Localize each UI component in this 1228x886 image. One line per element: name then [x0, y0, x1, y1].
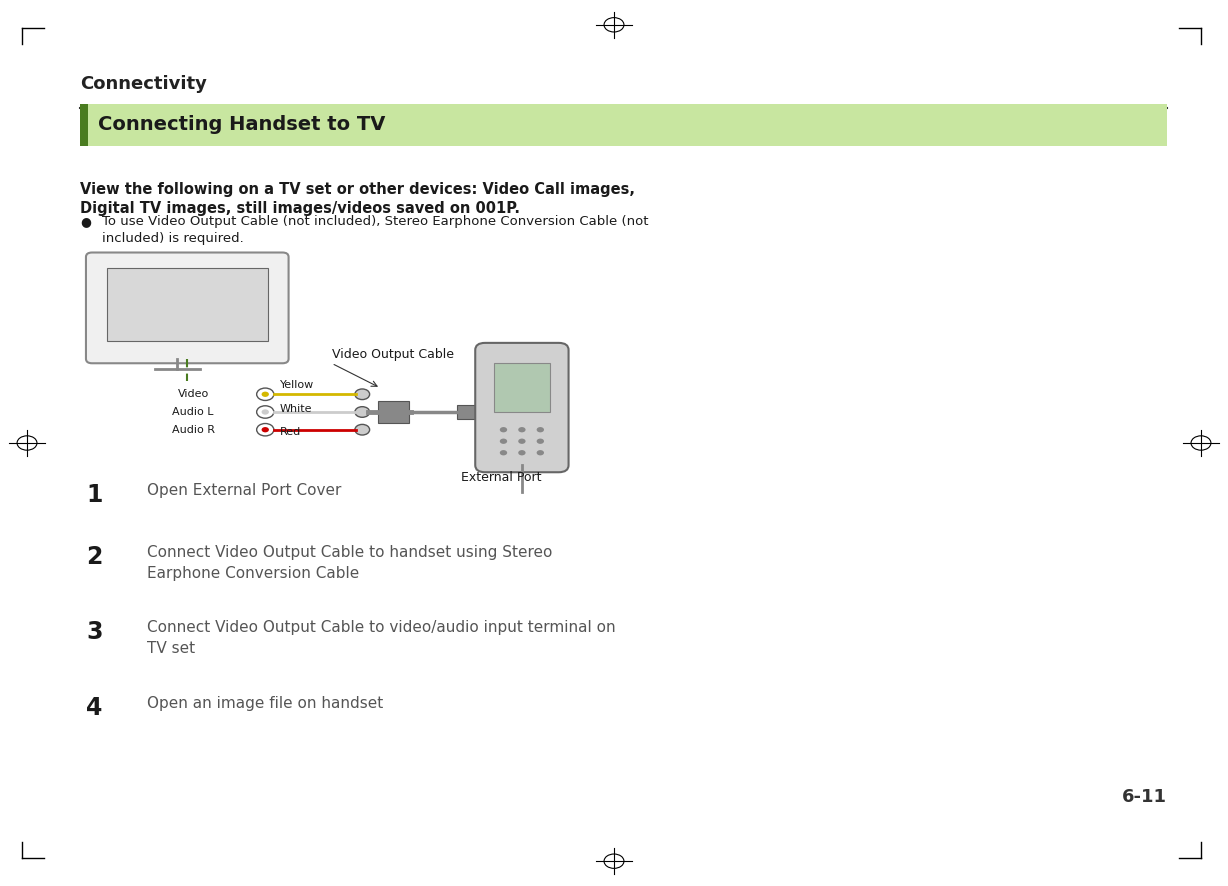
Text: White: White [280, 404, 312, 415]
Text: 3: 3 [86, 620, 102, 644]
Bar [378, 401, 409, 423]
Circle shape [257, 388, 274, 400]
Text: 4: 4 [86, 696, 102, 719]
Circle shape [537, 450, 544, 455]
Text: Video Output Cable: Video Output Cable [332, 348, 453, 361]
Text: Audio L: Audio L [172, 407, 214, 417]
Bar [494, 363, 550, 412]
Circle shape [257, 406, 274, 418]
Circle shape [262, 427, 269, 432]
Circle shape [537, 427, 544, 432]
Text: Open an image file on handset: Open an image file on handset [147, 696, 383, 711]
Text: 1: 1 [86, 483, 102, 507]
Circle shape [262, 409, 269, 415]
Circle shape [518, 427, 526, 432]
FancyBboxPatch shape [86, 253, 289, 363]
Circle shape [355, 389, 370, 400]
Text: View the following on a TV set or other devices: Video Call images,
Digital TV i: View the following on a TV set or other … [80, 182, 635, 216]
Bar [80, 104, 88, 146]
Circle shape [262, 392, 269, 397]
Text: Audio R: Audio R [172, 424, 215, 435]
Text: 2: 2 [86, 545, 102, 569]
Text: 6-11: 6-11 [1121, 789, 1167, 806]
Circle shape [518, 439, 526, 444]
Text: Red: Red [280, 427, 301, 438]
Circle shape [537, 439, 544, 444]
Circle shape [500, 439, 507, 444]
Circle shape [500, 427, 507, 432]
Text: ●: ● [80, 215, 91, 229]
Text: Connecting Handset to TV: Connecting Handset to TV [98, 115, 386, 135]
Circle shape [500, 450, 507, 455]
Text: Connect Video Output Cable to handset using Stereo
Earphone Conversion Cable: Connect Video Output Cable to handset us… [147, 545, 553, 581]
Bar [80, 104, 1167, 146]
Text: Yellow: Yellow [280, 380, 314, 391]
FancyBboxPatch shape [475, 343, 569, 472]
Bar [457, 405, 479, 419]
Text: Connectivity: Connectivity [80, 75, 206, 93]
Circle shape [355, 407, 370, 417]
Bar [107, 268, 268, 341]
Text: Connect Video Output Cable to video/audio input terminal on
TV set: Connect Video Output Cable to video/audi… [147, 620, 616, 657]
Text: External Port: External Port [460, 471, 542, 485]
Text: Open External Port Cover: Open External Port Cover [147, 483, 341, 498]
Circle shape [518, 450, 526, 455]
Text: To use Video Output Cable (not included), Stereo Earphone Conversion Cable (not
: To use Video Output Cable (not included)… [102, 215, 648, 245]
Circle shape [355, 424, 370, 435]
Text: Video: Video [178, 389, 209, 400]
Circle shape [257, 424, 274, 436]
